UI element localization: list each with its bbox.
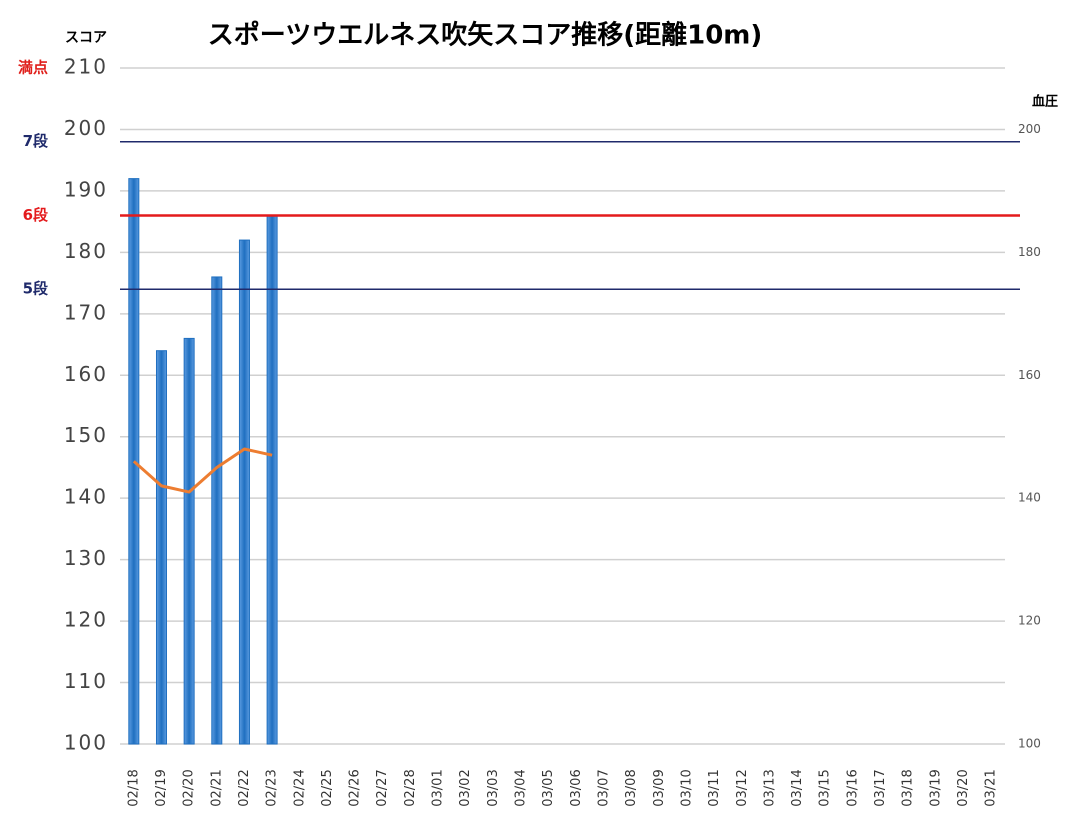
- x-tick-label: 03/05: [541, 769, 556, 806]
- x-tick-label: 03/14: [790, 769, 805, 806]
- y-tick-label: 160: [64, 362, 108, 386]
- bar: [266, 214, 278, 745]
- x-tick-label: 03/15: [818, 769, 833, 806]
- y-tick-label: 190: [64, 177, 108, 201]
- x-tick-label: 03/16: [845, 769, 860, 806]
- y-tick-label: 130: [64, 546, 108, 570]
- y2-axis-label: 血圧: [1032, 94, 1058, 110]
- reference-label: 満点: [18, 59, 48, 77]
- y-tick-label: 100: [64, 731, 108, 755]
- x-tick-label: 03/11: [707, 769, 722, 806]
- chart-title: スポーツウエルネス吹矢スコア推移(距離10m): [208, 20, 763, 51]
- y2-tick-label: 200: [1018, 122, 1041, 136]
- y-tick-label: 140: [64, 485, 108, 509]
- bar: [183, 337, 195, 745]
- y-tick-label: 180: [64, 239, 108, 263]
- y-tick-label: 210: [64, 55, 108, 79]
- x-tick-label: 03/01: [431, 769, 446, 806]
- x-tick-label: 03/21: [984, 769, 999, 806]
- reference-label: 7段: [23, 132, 48, 150]
- x-tick-label: 02/24: [292, 769, 307, 806]
- y2-tick-label: 140: [1018, 491, 1041, 505]
- x-tick-label: 02/26: [348, 769, 363, 806]
- y-tick-label: 110: [64, 669, 108, 693]
- x-tick-label: 03/06: [569, 769, 584, 806]
- x-tick-label: 03/18: [901, 769, 916, 806]
- y2-tick-label: 120: [1018, 614, 1041, 628]
- x-tick-label: 03/04: [514, 769, 529, 806]
- reference-label: 5段: [23, 280, 48, 298]
- x-tick-label: 03/03: [486, 769, 501, 806]
- bar: [211, 276, 223, 745]
- x-tick-label: 03/02: [458, 769, 473, 806]
- y-axis-label: スコア: [65, 30, 107, 46]
- x-tick-label: 02/21: [209, 769, 224, 806]
- x-tick-label: 03/08: [624, 769, 639, 806]
- x-tick-label: 03/17: [873, 769, 888, 806]
- x-tick-label: 03/19: [928, 769, 943, 806]
- y-tick-label: 120: [64, 608, 108, 632]
- x-tick-label: 03/09: [652, 769, 667, 806]
- x-tick-label: 03/13: [762, 769, 777, 806]
- x-tick-label: 02/18: [126, 769, 141, 806]
- reference-label: 6段: [23, 206, 48, 224]
- x-tick-label: 02/27: [375, 769, 390, 806]
- y-tick-label: 150: [64, 423, 108, 447]
- y-tick-label: 200: [64, 116, 108, 140]
- y2-tick-label: 180: [1018, 245, 1041, 259]
- x-tick-label: 02/22: [237, 769, 252, 806]
- x-tick-label: 02/28: [403, 769, 418, 806]
- x-tick-label: 03/10: [679, 769, 694, 806]
- x-tick-label: 02/25: [320, 769, 335, 806]
- y2-tick-label: 100: [1018, 737, 1041, 751]
- bar: [155, 350, 167, 745]
- x-tick-label: 02/23: [265, 769, 280, 806]
- x-tick-label: 03/12: [735, 769, 750, 806]
- x-tick-label: 03/20: [956, 769, 971, 806]
- line: [132, 447, 273, 494]
- bar: [238, 239, 250, 745]
- y-tick-label: 170: [64, 300, 108, 324]
- x-tick-label: 02/20: [182, 769, 197, 806]
- x-tick-label: 03/07: [596, 769, 611, 806]
- y2-tick-label: 160: [1018, 368, 1041, 382]
- x-tick-label: 02/19: [154, 769, 169, 806]
